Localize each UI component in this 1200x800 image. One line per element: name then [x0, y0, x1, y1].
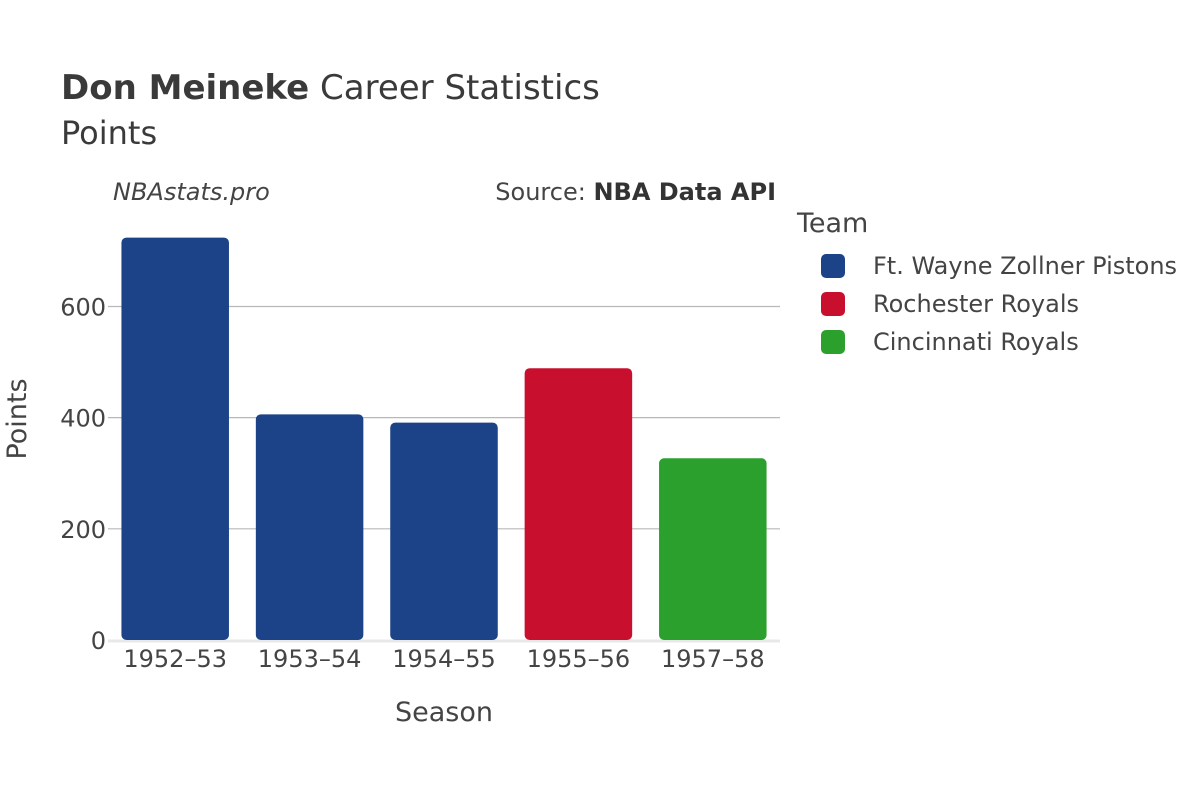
legend-title: Team: [797, 208, 869, 239]
legend: Team Ft. Wayne Zollner Pistons Rochester…: [797, 208, 1177, 361]
legend-item[interactable]: Rochester Royals: [797, 285, 1177, 323]
x-axis-ticks: 1952–53 1953–54 1954–55 1955–56 1957–58: [123, 645, 764, 673]
legend-label: Ft. Wayne Zollner Pistons: [873, 252, 1178, 280]
chart-title: Don Meineke Career Statistics: [61, 68, 600, 108]
chart-title-player: Don Meineke: [61, 68, 310, 108]
x-axis-title: Season: [395, 697, 493, 728]
y-axis-ticks: 0 200 400 600: [60, 293, 106, 655]
y-axis-title: Points: [2, 378, 33, 459]
chart-subtitle: Points: [61, 114, 158, 152]
x-tick-label: 1952–53: [123, 645, 227, 673]
bar[interactable]: [121, 237, 229, 640]
chart-title-rest: Career Statistics: [309, 68, 600, 108]
bar[interactable]: [524, 368, 633, 640]
legend-label: Rochester Royals: [873, 290, 1079, 318]
legend-swatch: [821, 330, 845, 354]
bar[interactable]: [390, 422, 498, 640]
bar[interactable]: [255, 414, 364, 640]
bars: [121, 237, 767, 640]
source-prefix: Source:: [495, 178, 594, 206]
legend-swatch: [821, 292, 845, 316]
y-tick-label: 0: [91, 627, 106, 655]
legend-label: Cincinnati Royals: [873, 328, 1079, 356]
x-tick-label: 1957–58: [661, 645, 765, 673]
source-credit: Source: NBA Data API: [495, 178, 776, 206]
x-tick-label: 1953–54: [258, 645, 362, 673]
x-tick-label: 1955–56: [527, 645, 631, 673]
legend-swatch: [821, 254, 845, 278]
source-name: NBA Data API: [593, 178, 776, 206]
bar[interactable]: [659, 458, 767, 640]
y-tick-label: 400: [60, 405, 106, 433]
y-tick-label: 200: [60, 516, 106, 544]
watermark: NBAstats.pro: [113, 178, 270, 206]
legend-item[interactable]: Cincinnati Royals: [797, 323, 1177, 361]
x-tick-label: 1954–55: [392, 645, 496, 673]
legend-item[interactable]: Ft. Wayne Zollner Pistons: [797, 247, 1177, 285]
y-tick-label: 600: [60, 293, 106, 321]
